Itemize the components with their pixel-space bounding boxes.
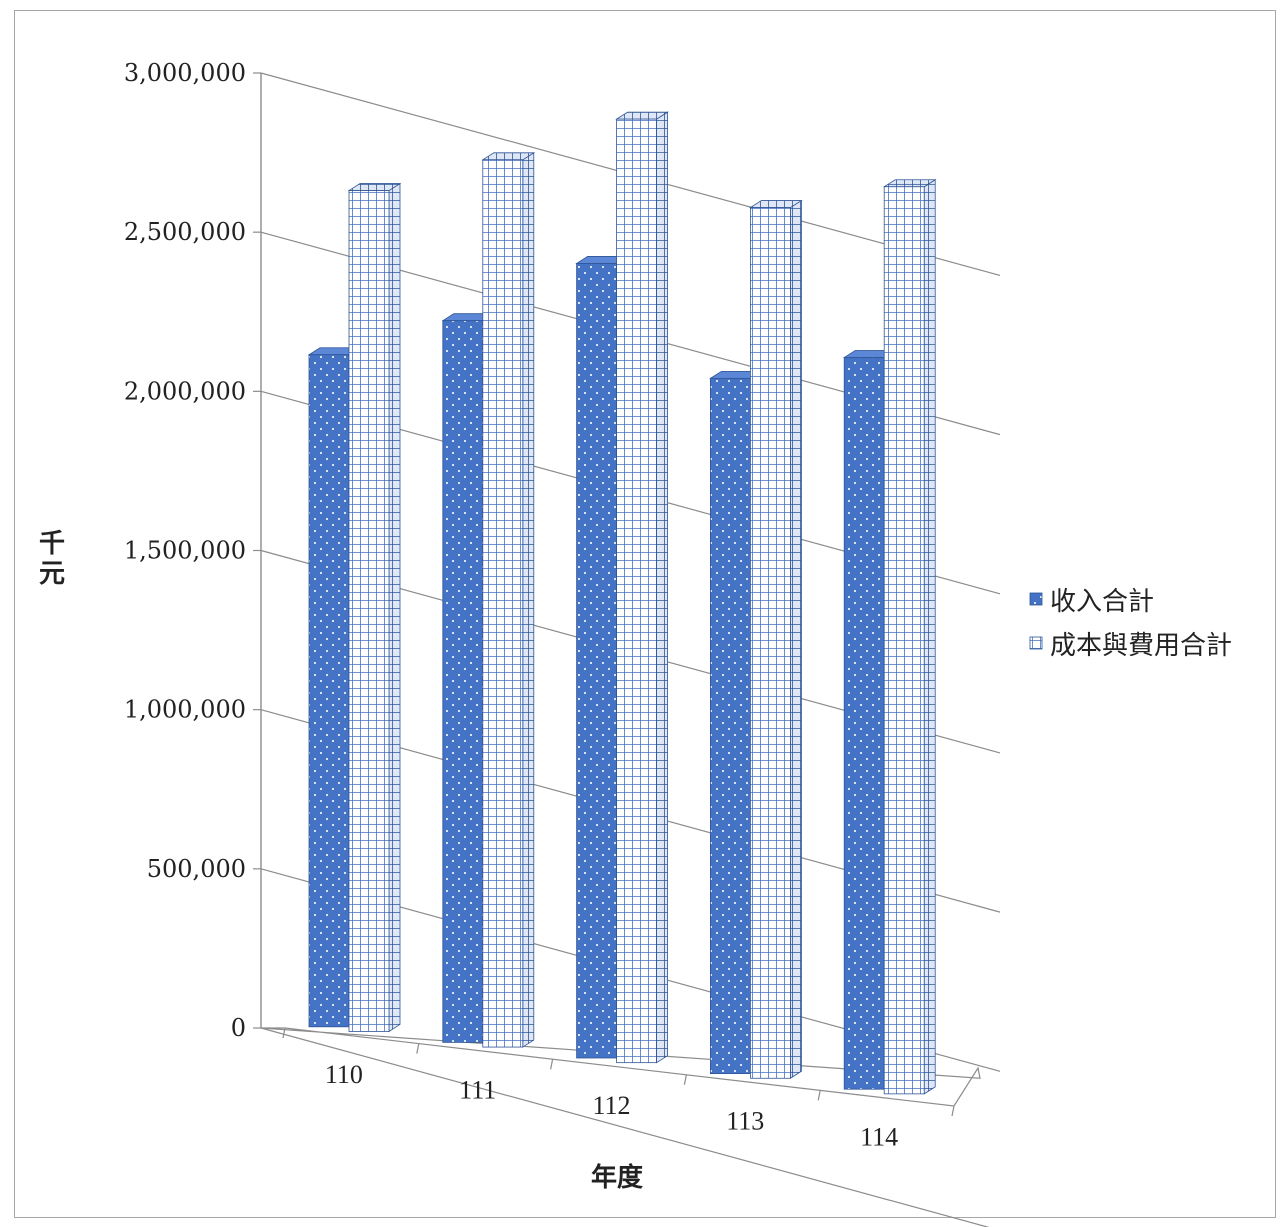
bar [749,199,803,1079]
x-tick-label: 110 [325,1060,363,1089]
y-tick-label: 500,000 [147,855,246,883]
x-tick-label: 113 [726,1107,764,1136]
bar-front [883,186,925,1095]
bar-front [710,377,751,1074]
bar-front [750,207,791,1079]
y-tick-label: 1,000,000 [124,696,246,724]
bar-side [522,152,535,1048]
y-tick-label: 2,000,000 [124,377,246,405]
legend-entry: 成本與費用合計 [1029,631,1232,661]
x-tick-mark [416,1043,420,1054]
y-tick-label: 1,500,000 [124,537,246,565]
bar-side [656,111,668,1064]
legend-label: 收入合計 [1050,587,1154,617]
x-tick-mark [817,1090,821,1101]
x-tick-mark [282,1027,286,1039]
bar [347,182,402,1033]
bar-front [482,159,524,1048]
bar-front [843,357,885,1090]
x-tick-label: 114 [860,1122,898,1151]
bar-side [790,199,802,1079]
bar [307,347,362,1028]
y-tick-label: 3,000,000 [124,59,246,87]
x-tick-label: 112 [592,1091,630,1120]
y-axis-title: 千 [39,529,65,559]
x-tick-label: 111 [459,1075,496,1104]
y-axis-title: 元 [39,559,65,589]
bar-front [308,354,350,1028]
legend-swatch [1029,592,1043,606]
bar-side [923,179,936,1095]
gridline [260,1027,990,1227]
legend-label: 成本與費用合計 [1050,631,1232,661]
bar-front [576,263,617,1059]
bar-front [616,118,657,1064]
legend-swatch [1029,636,1043,650]
legend-entry: 收入合計 [1029,587,1154,617]
y-tick-label: 2,500,000 [124,218,246,246]
bar [615,111,669,1064]
bar-front [442,320,484,1043]
x-tick-mark [550,1059,554,1070]
bar-side [388,182,401,1033]
y-tick-label: 0 [231,1014,246,1042]
bar [481,152,536,1048]
x-tick-mark [951,1105,955,1117]
x-tick-mark [683,1074,687,1085]
bar-front [348,190,390,1032]
chart-frame [14,10,1276,1218]
bar [882,179,937,1095]
x-axis-title: 年度 [591,1162,643,1193]
